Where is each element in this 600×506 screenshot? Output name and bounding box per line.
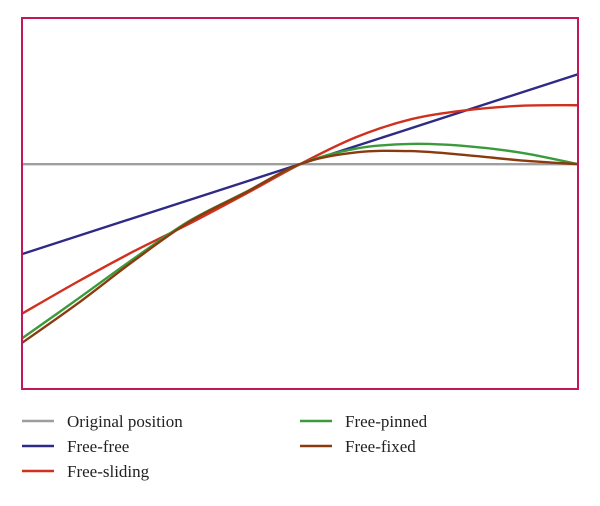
series-line-free-pinned bbox=[21, 142, 579, 340]
legend-item-free-fixed: Free-fixed bbox=[300, 437, 416, 456]
legend-label: Free-pinned bbox=[345, 412, 428, 431]
legend-label: Original position bbox=[67, 412, 183, 431]
legend: Original position Free-free Free-sliding Fr… bbox=[22, 412, 428, 481]
legend-item-free-sliding: Free-sliding bbox=[22, 462, 150, 481]
legend-item-free-free: Free-free bbox=[22, 437, 129, 456]
series-line-free-fixed bbox=[21, 149, 579, 344]
plot-area bbox=[21, 73, 579, 344]
legend-item-free-pinned: Free-pinned bbox=[300, 412, 428, 431]
plot-frame bbox=[21, 17, 579, 390]
legend-label: Free-sliding bbox=[67, 462, 150, 481]
legend-label: Free-fixed bbox=[345, 437, 416, 456]
legend-label: Free-free bbox=[67, 437, 129, 456]
legend-item-original-position: Original position bbox=[22, 412, 183, 431]
